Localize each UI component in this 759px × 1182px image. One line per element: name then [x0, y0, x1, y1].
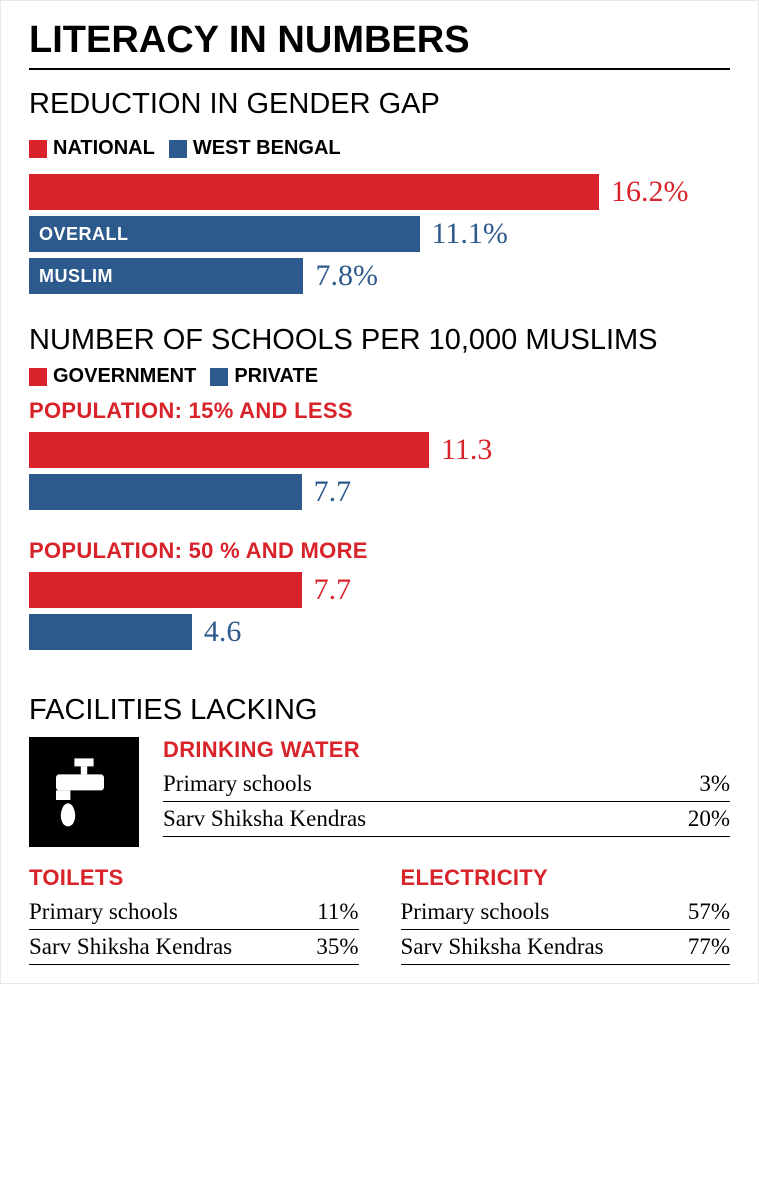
bar-row: 7.7: [29, 572, 730, 608]
elec-row1-value: 57%: [688, 899, 730, 925]
bar-row: OVERALL 11.1%: [29, 216, 730, 252]
bar: [29, 474, 302, 510]
legend-national-label: NATIONAL: [53, 137, 155, 160]
tap-icon-svg: [44, 752, 124, 832]
gender-gap-heading: REDUCTION IN GENDER GAP: [29, 88, 440, 121]
bar-row: 4.6: [29, 614, 730, 650]
bar-value: 11.3: [441, 433, 492, 467]
population-subheading: POPULATION: 50 % AND MORE: [29, 538, 730, 564]
legend-private-label: PRIVATE: [234, 365, 318, 388]
table-row: Sarv Shiksha Kendras 77%: [401, 930, 731, 965]
bar-row: 11.3: [29, 432, 730, 468]
toilets-row2-label: Sarv Shiksha Kendras: [29, 934, 232, 960]
table-row: Sarv Shiksha Kendras 20%: [163, 802, 730, 837]
table-row: Primary schools 57%: [401, 895, 731, 930]
gender-gap-legend: NATIONAL WEST BENGAL: [29, 137, 341, 160]
legend-government-label: GOVERNMENT: [53, 365, 196, 388]
swatch-westbengal: [169, 140, 187, 158]
table-row: Sarv Shiksha Kendras 35%: [29, 930, 359, 965]
schools-section: NUMBER OF SCHOOLS PER 10,000 MUSLIMS GOV…: [29, 324, 730, 668]
schools-legend: GOVERNMENT PRIVATE: [29, 365, 730, 388]
water-row2-label: Sarv Shiksha Kendras: [163, 806, 366, 832]
page-title: LITERACY IN NUMBERS: [29, 19, 730, 70]
toilets-table: TOILETS Primary schools 11% Sarv Shiksha…: [29, 865, 359, 965]
bar-row: MUSLIM 7.8%: [29, 258, 730, 294]
bar-inline-label: MUSLIM: [39, 266, 113, 287]
bar-value: 7.7: [314, 475, 352, 509]
water-title: DRINKING WATER: [163, 737, 730, 763]
tap-icon: [29, 737, 139, 847]
bar: [29, 614, 192, 650]
bar: [29, 174, 599, 210]
water-row1-value: 3%: [699, 771, 730, 797]
facilities-heading: FACILITIES LACKING: [29, 694, 730, 727]
table-row: Primary schools 3%: [163, 767, 730, 802]
legend-westbengal: WEST BENGAL: [169, 137, 341, 160]
bar-value: 4.6: [204, 615, 242, 649]
legend-national: NATIONAL: [29, 137, 155, 160]
facilities-bottom-row: TOILETS Primary schools 11% Sarv Shiksha…: [29, 865, 730, 965]
bar: [29, 572, 302, 608]
population-subheading: POPULATION: 15% AND LESS: [29, 398, 730, 424]
legend-westbengal-label: WEST BENGAL: [193, 137, 341, 160]
electricity-table: ELECTRICITY Primary schools 57% Sarv Shi…: [401, 865, 731, 965]
table-row: Primary schools 11%: [29, 895, 359, 930]
electricity-title: ELECTRICITY: [401, 865, 731, 891]
bar-row: 16.2%: [29, 174, 730, 210]
bar: [29, 432, 429, 468]
legend-private: PRIVATE: [210, 365, 318, 388]
bar-value: 11.1%: [432, 217, 508, 251]
toilets-title: TOILETS: [29, 865, 359, 891]
toilets-row1-value: 11%: [317, 899, 358, 925]
water-row2-value: 20%: [688, 806, 730, 832]
schools-heading: NUMBER OF SCHOOLS PER 10,000 MUSLIMS: [29, 324, 730, 357]
toilets-row1-label: Primary schools: [29, 899, 178, 925]
bar-inline-label: OVERALL: [39, 224, 129, 245]
gender-gap-chart: 16.2% OVERALL 11.1% MUSLIM 7.8%: [29, 174, 730, 294]
bar: OVERALL: [29, 216, 420, 252]
water-table: DRINKING WATER Primary schools 3% Sarv S…: [163, 737, 730, 837]
bar: MUSLIM: [29, 258, 303, 294]
bar-value: 7.7: [314, 573, 352, 607]
elec-row2-label: Sarv Shiksha Kendras: [401, 934, 604, 960]
toilets-row2-value: 35%: [316, 934, 358, 960]
elec-row2-value: 77%: [688, 934, 730, 960]
bar-value: 16.2%: [611, 175, 689, 209]
facilities-section: FACILITIES LACKING DRINKING WATER Primar…: [29, 694, 730, 965]
swatch-government: [29, 368, 47, 386]
swatch-private: [210, 368, 228, 386]
elec-row1-label: Primary schools: [401, 899, 550, 925]
legend-government: GOVERNMENT: [29, 365, 196, 388]
facilities-water-row: DRINKING WATER Primary schools 3% Sarv S…: [29, 737, 730, 847]
gender-gap-header: REDUCTION IN GENDER GAP NATIONAL WEST BE…: [29, 88, 730, 160]
bar-value: 7.8%: [315, 259, 378, 293]
bar-row: 7.7: [29, 474, 730, 510]
water-row1-label: Primary schools: [163, 771, 312, 797]
swatch-national: [29, 140, 47, 158]
schools-groups: POPULATION: 15% AND LESS 11.3 7.7 POPULATIO…: [29, 398, 730, 668]
